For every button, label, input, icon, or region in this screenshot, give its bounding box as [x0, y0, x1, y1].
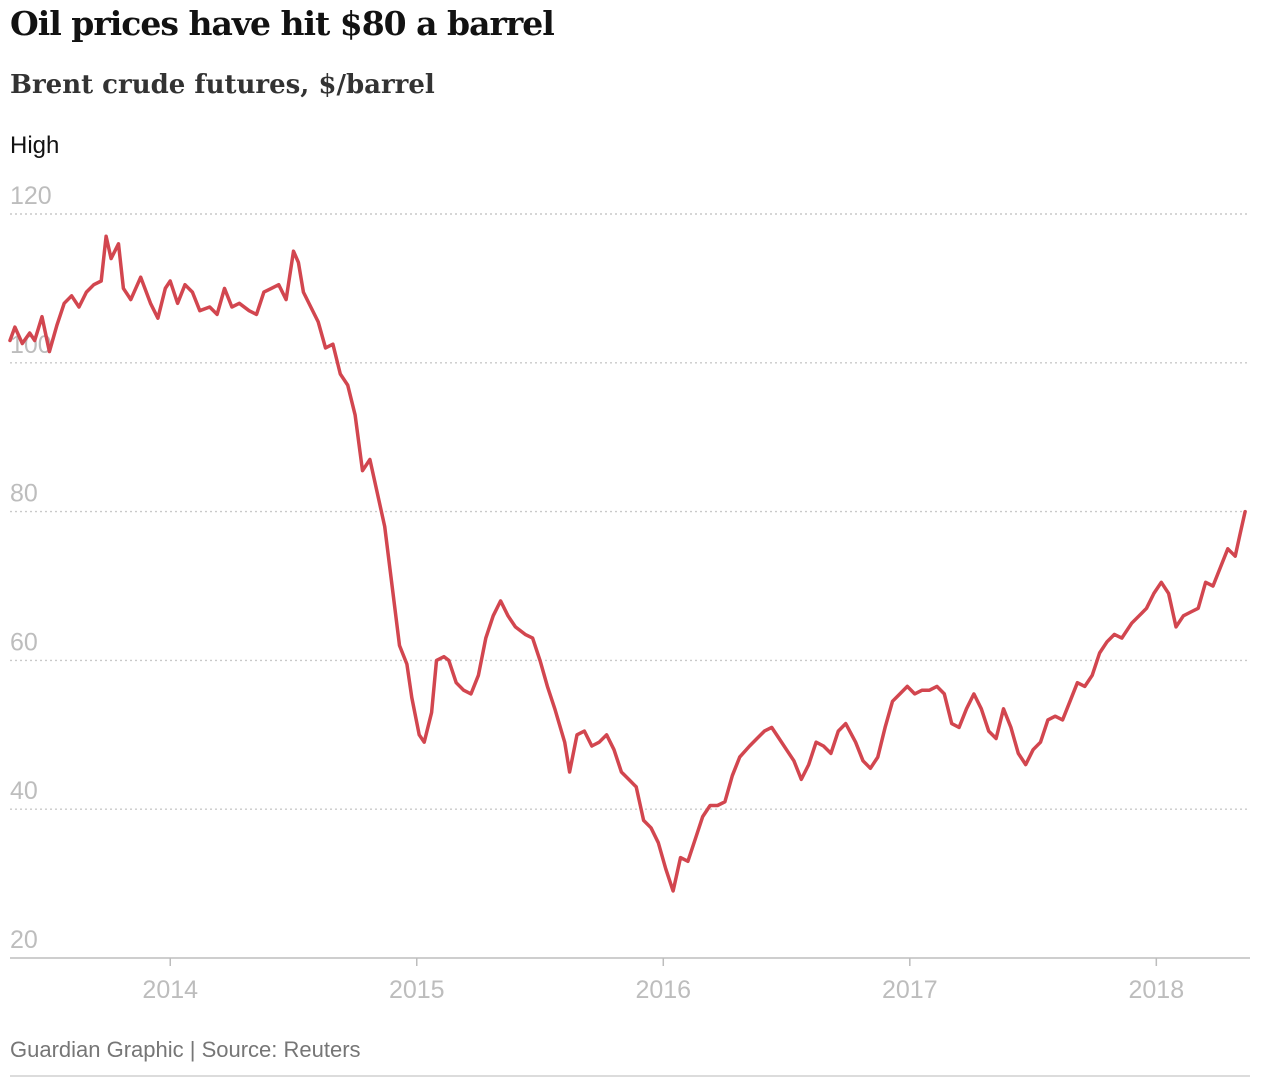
x-tick-label: 2015: [389, 976, 445, 1004]
bottom-divider: [10, 1075, 1250, 1077]
y-tick-label: 60: [10, 628, 38, 656]
y-axis-unit-label: High: [10, 132, 60, 159]
series-line-brent: [8, 234, 1247, 893]
y-tick-label: 80: [10, 480, 38, 508]
y-tick-label: 120: [10, 182, 52, 210]
grid-layer: [10, 213, 1250, 810]
x-tick-label: 2018: [1129, 976, 1185, 1004]
source-credit: Guardian Graphic | Source: Reuters: [10, 1037, 361, 1062]
y-tick-label: 40: [10, 777, 38, 805]
chart-subtitle: Brent crude futures, $/barrel: [10, 70, 435, 100]
x-tick-label: 2016: [635, 976, 691, 1004]
y-tick-label: 20: [10, 926, 38, 954]
series-layer: [8, 234, 1247, 893]
chart-title: Oil prices have hit $80 a barrel: [10, 4, 555, 43]
x-tick-label: 2014: [142, 976, 198, 1004]
x-axis: 2014 2015 2016 2017 2018: [10, 957, 1250, 1004]
x-tick-label: 2017: [882, 976, 938, 1004]
